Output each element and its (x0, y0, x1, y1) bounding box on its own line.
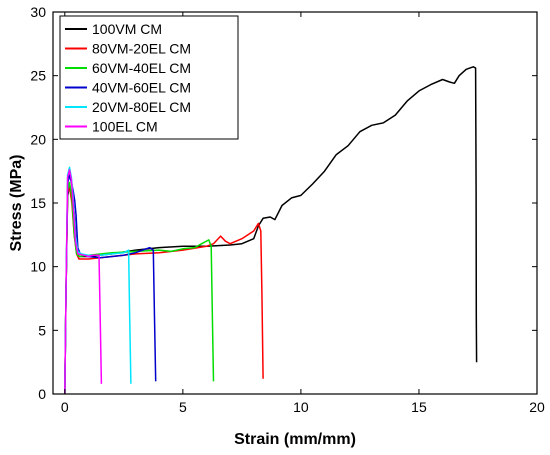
x-tick-label: 20 (529, 399, 545, 415)
series-line-4 (64, 174, 157, 395)
series-line-6 (64, 169, 103, 395)
x-tick-label: 0 (61, 399, 69, 415)
y-tick-label: 5 (38, 322, 46, 338)
ticks-layer: 0 5 10 15 20 0 5 10 15 20 25 30 (30, 4, 545, 415)
y-tick-label: 20 (30, 131, 46, 147)
x-tick-label: 5 (179, 399, 187, 415)
y-tick-label: 0 (38, 386, 46, 402)
x-axis-title: Strain (mm/mm) (234, 431, 356, 448)
y-tick-label: 15 (30, 195, 46, 211)
series-line-3 (64, 181, 215, 395)
legend: 100VM CM 80VM-20EL CM 60VM-40EL CM 40VM-60E… (59, 15, 239, 140)
y-tick-label: 30 (30, 4, 46, 20)
x-tick-label: 15 (411, 399, 427, 415)
y-tick-label: 10 (30, 259, 46, 275)
series-line-2 (64, 185, 264, 395)
legend-label: 20VM-80EL CM (92, 99, 191, 115)
y-tick-label: 25 (30, 68, 46, 84)
legend-box (59, 15, 239, 140)
legend-label: 80VM-20EL CM (92, 41, 191, 57)
y-axis-title: Stress (MPa) (8, 155, 25, 252)
legend-label: 60VM-40EL CM (92, 60, 191, 76)
series-layer (64, 66, 478, 395)
x-tick-label: 10 (293, 399, 309, 415)
legend-label: 100VM CM (92, 21, 162, 37)
legend-label: 40VM-60EL CM (92, 80, 191, 96)
legend-label: 100EL CM (92, 119, 158, 135)
